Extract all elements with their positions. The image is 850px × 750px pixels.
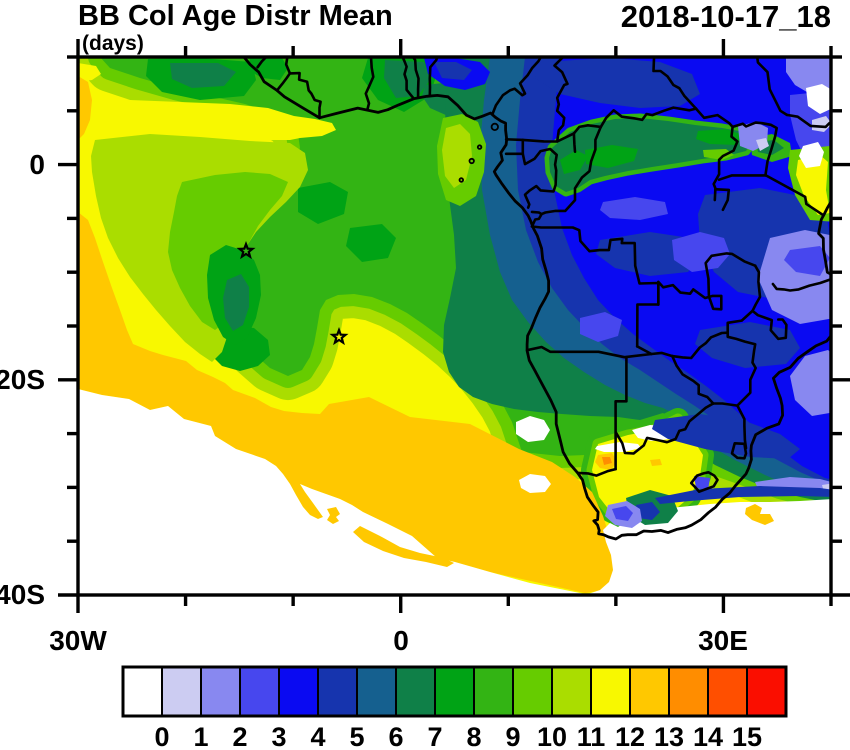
svg-text:BB Col Age Distr Mean: BB Col Age Distr Mean — [78, 0, 393, 32]
svg-text:6: 6 — [388, 722, 403, 750]
svg-text:0: 0 — [29, 149, 45, 180]
svg-text:(days): (days) — [82, 32, 144, 55]
svg-text:5: 5 — [349, 722, 364, 750]
svg-text:14: 14 — [693, 722, 723, 750]
svg-text:8: 8 — [466, 722, 481, 750]
svg-text:7: 7 — [427, 722, 442, 750]
svg-text:3: 3 — [271, 722, 286, 750]
svg-text:12: 12 — [615, 722, 645, 750]
svg-text:13: 13 — [654, 722, 684, 750]
svg-text:4: 4 — [310, 722, 325, 750]
svg-text:30E: 30E — [698, 625, 748, 656]
svg-text:9: 9 — [505, 722, 520, 750]
svg-text:0: 0 — [393, 625, 409, 656]
svg-text:2018-10-17_18: 2018-10-17_18 — [621, 0, 831, 34]
svg-text:20S: 20S — [0, 364, 45, 395]
svg-text:40S: 40S — [0, 579, 45, 610]
svg-text:30W: 30W — [49, 625, 107, 656]
svg-text:0: 0 — [154, 722, 169, 750]
svg-text:10: 10 — [537, 722, 567, 750]
svg-text:15: 15 — [732, 722, 762, 750]
svg-text:1: 1 — [193, 722, 208, 750]
svg-text:2: 2 — [232, 722, 247, 750]
svg-text:11: 11 — [577, 722, 606, 750]
